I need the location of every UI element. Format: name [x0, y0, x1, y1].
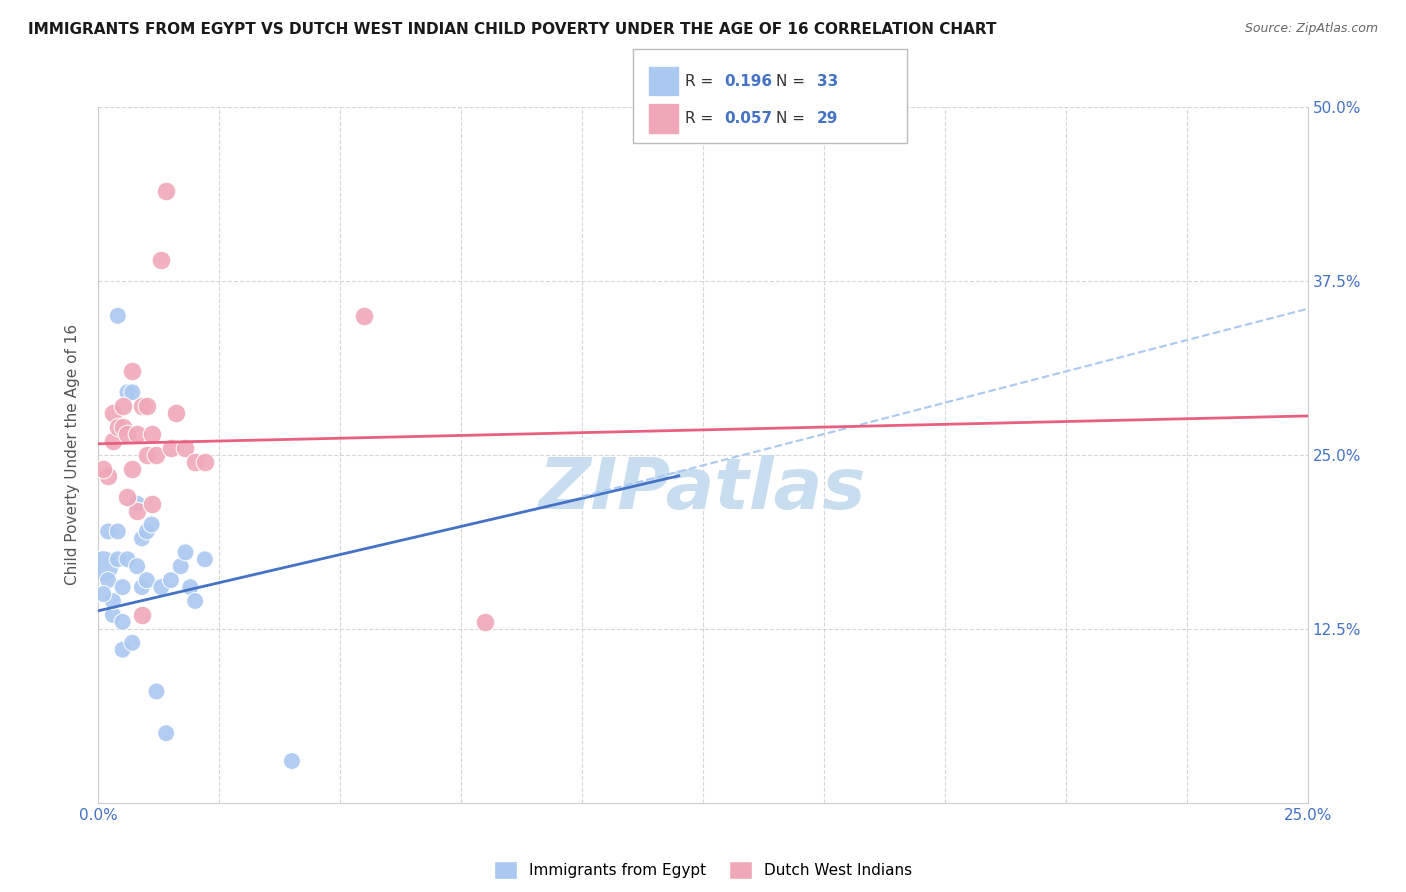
Point	[135, 399, 157, 413]
Point	[91, 587, 114, 601]
Text: 0.196: 0.196	[724, 74, 772, 89]
Point	[174, 545, 197, 559]
Point	[117, 427, 139, 442]
Point	[281, 754, 304, 768]
Point	[91, 462, 114, 476]
Point	[111, 420, 134, 434]
Text: N =: N =	[776, 111, 810, 126]
Point	[97, 573, 120, 587]
Point	[127, 559, 149, 574]
Text: 0.057: 0.057	[724, 111, 772, 126]
Point	[121, 364, 143, 378]
Point	[117, 552, 139, 566]
Point	[107, 420, 129, 434]
Text: R =: R =	[685, 74, 718, 89]
Point	[141, 427, 163, 442]
Text: R =: R =	[685, 111, 718, 126]
Point	[353, 309, 375, 323]
Point	[474, 615, 496, 629]
Point	[121, 385, 143, 400]
Point	[194, 455, 217, 469]
Point	[179, 580, 201, 594]
Legend: Immigrants from Egypt, Dutch West Indians: Immigrants from Egypt, Dutch West Indian…	[488, 855, 918, 886]
Point	[141, 497, 163, 511]
Text: ZIPatlas: ZIPatlas	[540, 455, 866, 524]
Text: N =: N =	[776, 74, 810, 89]
Point	[117, 490, 139, 504]
Point	[145, 448, 167, 462]
Point	[107, 524, 129, 539]
Point	[169, 559, 191, 574]
Point	[184, 594, 207, 608]
Point	[135, 573, 157, 587]
Point	[101, 594, 124, 608]
Point	[150, 253, 173, 268]
Point	[145, 684, 167, 698]
Point	[150, 580, 173, 594]
Point	[107, 552, 129, 566]
Point	[127, 503, 149, 517]
Point	[131, 399, 153, 413]
Point	[101, 434, 124, 448]
Point	[111, 580, 134, 594]
Point	[121, 636, 143, 650]
Point	[127, 497, 149, 511]
Point	[101, 406, 124, 420]
Point	[141, 517, 163, 532]
Point	[97, 524, 120, 539]
Point	[111, 615, 134, 629]
Point	[184, 455, 207, 469]
Point	[111, 642, 134, 657]
Point	[155, 184, 177, 198]
Point	[131, 580, 153, 594]
Point	[160, 573, 183, 587]
Point	[131, 532, 153, 546]
Point	[165, 406, 187, 420]
Y-axis label: Child Poverty Under the Age of 16: Child Poverty Under the Age of 16	[65, 325, 80, 585]
Text: IMMIGRANTS FROM EGYPT VS DUTCH WEST INDIAN CHILD POVERTY UNDER THE AGE OF 16 COR: IMMIGRANTS FROM EGYPT VS DUTCH WEST INDI…	[28, 22, 997, 37]
Point	[107, 309, 129, 323]
Point	[135, 448, 157, 462]
Point	[111, 399, 134, 413]
Text: 29: 29	[817, 111, 838, 126]
Point	[135, 524, 157, 539]
Point	[97, 468, 120, 483]
Point	[155, 726, 177, 740]
Point	[101, 607, 124, 622]
Point	[131, 607, 153, 622]
Point	[91, 559, 114, 574]
Point	[127, 427, 149, 442]
Point	[121, 462, 143, 476]
Text: 33: 33	[817, 74, 838, 89]
Point	[160, 441, 183, 455]
Point	[117, 385, 139, 400]
Text: Source: ZipAtlas.com: Source: ZipAtlas.com	[1244, 22, 1378, 36]
Point	[194, 552, 217, 566]
Point	[174, 441, 197, 455]
